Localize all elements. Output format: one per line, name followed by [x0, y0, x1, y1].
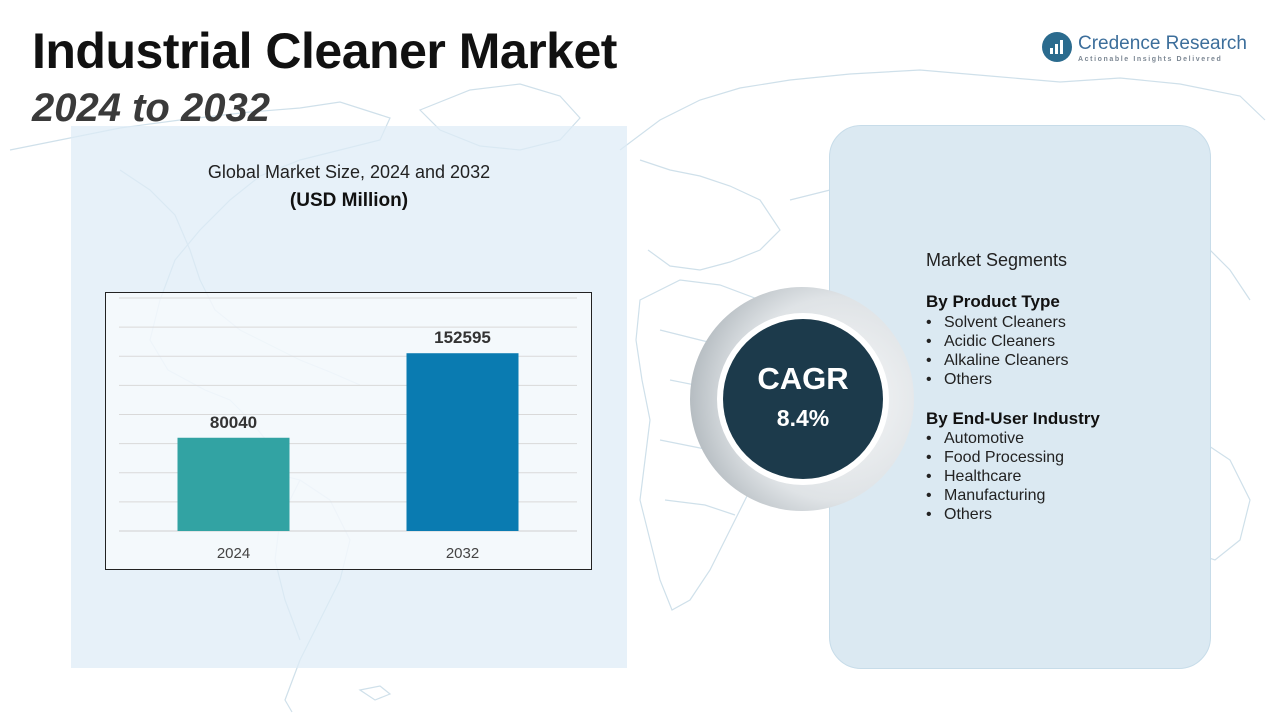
data-label-2024: 80040 — [210, 413, 257, 432]
x-tick-label-2032: 2032 — [446, 545, 479, 562]
cagr-label: CAGR — [757, 361, 849, 396]
logo-name: Credence Research — [1078, 33, 1247, 54]
segments-heading: Market Segments — [926, 250, 1068, 270]
segment-list-product-type: Solvent Cleaners Acidic Cleaners Alkalin… — [926, 313, 1069, 389]
x-tick-label-2024: 2024 — [217, 545, 250, 562]
page-subtitle: 2024 to 2032 — [32, 86, 270, 130]
list-item: Others — [926, 370, 1069, 389]
bar-2032 — [406, 353, 519, 531]
chart-bars: 80040 2024 152595 2032 — [177, 328, 519, 562]
list-item: Acidic Cleaners — [926, 332, 1069, 351]
list-item: Healthcare — [926, 467, 1064, 486]
logo-tagline: Actionable Insights Delivered — [1078, 56, 1223, 63]
credence-research-logo: Credence Research Actionable Insights De… — [1040, 32, 1260, 68]
market-size-bar-chart: 80040 2024 152595 2032 — [105, 292, 592, 570]
list-item: Manufacturing — [926, 486, 1064, 505]
cagr-badge: CAGR 8.4% — [723, 319, 883, 479]
cagr-value: 8.4% — [776, 405, 830, 431]
list-item: Solvent Cleaners — [926, 313, 1069, 332]
bar-chart-icon — [1042, 32, 1072, 62]
segment-group-title-product-type: By Product Type — [926, 292, 1060, 311]
segment-list-end-user-industry: Automotive Food Processing Healthcare Ma… — [926, 429, 1064, 524]
list-item: Alkaline Cleaners — [926, 351, 1069, 370]
chart-units: (USD Million) — [289, 190, 409, 211]
chart-title: Global Market Size, 2024 and 2032 — [207, 162, 491, 182]
bar-2024 — [177, 437, 290, 531]
segment-group-title-end-user-industry: By End-User Industry — [926, 409, 1100, 428]
list-item: Automotive — [926, 429, 1064, 448]
data-label-2032: 152595 — [434, 328, 491, 347]
list-item: Others — [926, 505, 1064, 524]
page-title: Industrial Cleaner Market — [32, 23, 617, 79]
list-item: Food Processing — [926, 448, 1064, 467]
